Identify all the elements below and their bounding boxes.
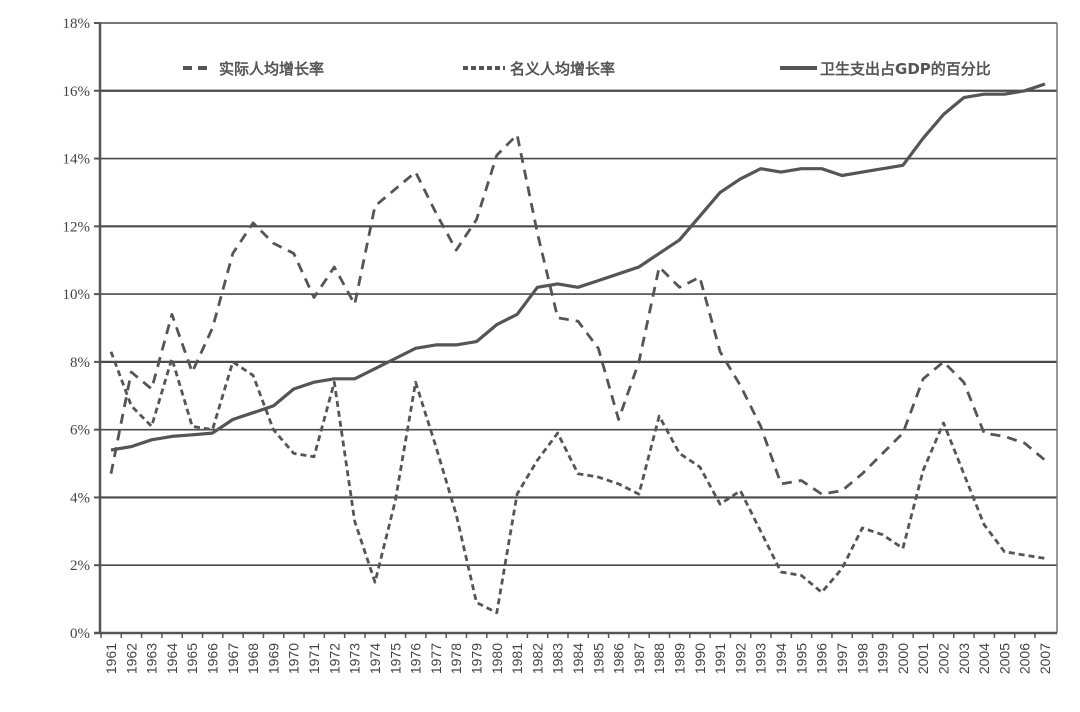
x-tick-label: 1985 [590, 643, 606, 674]
x-tick-label: 1982 [529, 643, 545, 674]
x-tick-label: 1977 [428, 643, 444, 674]
x-axis: 1961 1962 1963 1964 1965 1966 1967 1968 1969 1970… [94, 631, 1057, 674]
y-tick-label: 0% [70, 626, 90, 642]
legend: 实际人均增长率 名义人均增长率 卫生支出占GDP的百分比 [183, 60, 991, 78]
x-tick-label: 1961 [103, 643, 119, 674]
x-tick-label: 1984 [570, 643, 586, 674]
y-tick-label: 14% [63, 152, 91, 168]
x-tick-label: 1994 [773, 643, 789, 674]
x-tick-label: 1973 [347, 643, 363, 674]
x-tick-label: 1980 [489, 643, 505, 674]
y-tick-label: 6% [70, 423, 90, 439]
y-tick-label: 12% [63, 219, 91, 235]
x-tick-label: 2001 [915, 643, 931, 674]
legend-label-real: 实际人均增长率 [219, 60, 324, 78]
legend-label-nominal: 名义人均增长率 [510, 60, 615, 78]
y-tick-label: 2% [70, 558, 90, 574]
x-tick-label: 1968 [245, 643, 261, 674]
x-tick-label: 2006 [1017, 643, 1033, 674]
x-tick-label: 1967 [225, 643, 241, 674]
x-tick-label: 2002 [935, 643, 951, 674]
x-tick-label: 2003 [956, 643, 972, 674]
series-lines [109, 82, 1046, 615]
x-tick-label: 2000 [895, 643, 911, 674]
x-tick-label: 1983 [550, 643, 566, 674]
x-tick-label: 1981 [509, 643, 525, 674]
x-tick-label: 1986 [611, 643, 627, 674]
x-tick-label: 1990 [692, 643, 708, 674]
x-tick-label: 1975 [387, 643, 403, 674]
x-tick-label: 1995 [793, 643, 809, 674]
legend-item-health-gdp: 卫生支出占GDP的百分比 [780, 60, 991, 78]
y-axis: 0% 2% 4% 6% 8% 10% 12% 14% 16% 18% [63, 16, 1058, 642]
x-tick-label: 1991 [712, 643, 728, 674]
y-tick-label: 16% [63, 84, 91, 100]
x-tick-label: 1966 [205, 643, 221, 674]
x-tick-label: 1997 [834, 643, 850, 674]
x-tick-label: 2007 [1037, 643, 1053, 674]
x-tick-label: 1987 [631, 643, 647, 674]
x-tick-label: 1978 [448, 643, 464, 674]
x-tick-label: 1989 [672, 643, 688, 674]
y-tick-label: 4% [70, 490, 90, 506]
y-tick-label: 8% [70, 355, 90, 371]
x-tick-label: 1992 [732, 643, 748, 674]
x-tick-label: 1993 [753, 643, 769, 674]
x-tick-label: 1996 [814, 643, 830, 674]
x-tick-label: 1979 [468, 643, 484, 674]
series-real-growth [109, 133, 1046, 496]
series-nominal-growth [109, 351, 1046, 615]
x-tick-label: 2004 [976, 643, 992, 674]
x-tick-label: 1999 [875, 643, 891, 674]
legend-item-real-growth: 实际人均增长率 [183, 60, 324, 78]
legend-label-health: 卫生支出占GDP的百分比 [820, 60, 991, 78]
x-tick-label: 2005 [996, 643, 1012, 674]
gridlines [100, 22, 1057, 567]
x-tick-label: 1971 [306, 643, 322, 674]
x-tick-label: 1969 [265, 643, 281, 674]
legend-item-nominal-growth: 名义人均增长率 [463, 60, 615, 78]
x-tick-label: 1970 [286, 643, 302, 674]
x-tick-label: 1976 [408, 643, 424, 674]
x-tick-label: 1972 [326, 643, 342, 674]
x-tick-label: 1998 [854, 643, 870, 674]
x-tick-label: 1964 [164, 643, 180, 674]
x-tick-label: 1965 [184, 643, 200, 674]
series-health-gdp [110, 82, 1046, 452]
x-tick-label: 1963 [144, 643, 160, 674]
x-tick-label: 1988 [651, 643, 667, 674]
y-tick-label: 10% [63, 287, 91, 303]
x-tick-label: 1962 [123, 643, 139, 674]
x-tick-label: 1974 [367, 643, 383, 674]
y-tick-label: 18% [63, 16, 91, 32]
